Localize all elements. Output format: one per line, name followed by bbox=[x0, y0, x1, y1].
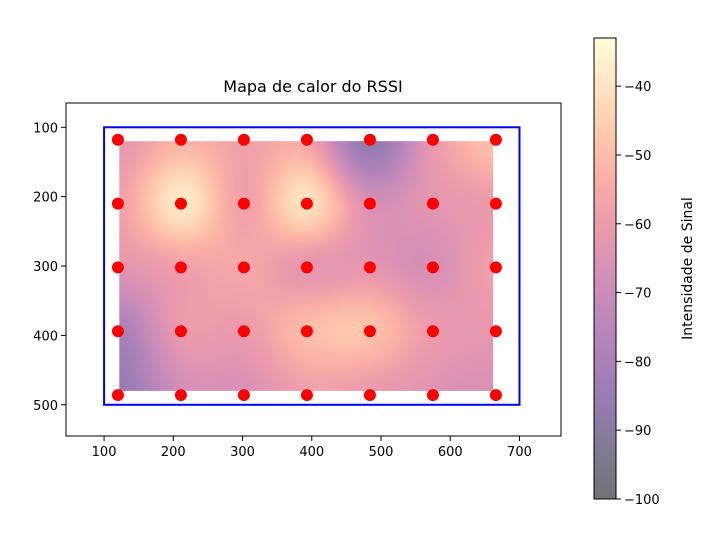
measurement-point bbox=[237, 197, 250, 210]
measurement-point bbox=[174, 197, 187, 210]
measurement-point bbox=[363, 389, 376, 402]
measurement-point bbox=[111, 133, 124, 146]
measurement-point bbox=[111, 389, 124, 402]
measurement-points bbox=[111, 133, 502, 402]
colorbar-gradient bbox=[594, 38, 616, 499]
measurement-point bbox=[237, 325, 250, 338]
measurement-point bbox=[300, 197, 313, 210]
measurement-point bbox=[489, 325, 502, 338]
chart-title: Mapa de calor do RSSI bbox=[223, 77, 402, 96]
measurement-point bbox=[237, 389, 250, 402]
measurement-point bbox=[363, 261, 376, 274]
axes-frame bbox=[65, 102, 562, 437]
measurement-point bbox=[426, 133, 439, 146]
y-tick-label: 500 bbox=[33, 399, 58, 414]
colorbar-tick-label: −40 bbox=[624, 80, 651, 95]
measurement-point bbox=[111, 325, 124, 338]
colorbar-label: Intensidade de Sinal bbox=[680, 197, 696, 340]
measurement-point bbox=[111, 197, 124, 210]
measurement-point bbox=[300, 133, 313, 146]
measurement-point bbox=[237, 133, 250, 146]
colorbar-tick-label: −60 bbox=[624, 218, 651, 233]
measurement-point bbox=[426, 325, 439, 338]
colorbar-tick-label: −90 bbox=[624, 424, 651, 439]
measurement-point bbox=[174, 389, 187, 402]
y-tick-label: 200 bbox=[33, 191, 58, 206]
measurement-point bbox=[426, 389, 439, 402]
colorbar-tick-label: −100 bbox=[624, 493, 660, 508]
measurement-point bbox=[363, 197, 376, 210]
measurement-point bbox=[174, 261, 187, 274]
x-tick-label: 200 bbox=[161, 445, 186, 460]
x-tick-label: 400 bbox=[299, 445, 324, 460]
y-axis-ticks: 100 200 300 400 500 bbox=[33, 121, 66, 414]
y-tick-label: 100 bbox=[33, 121, 58, 136]
measurement-point bbox=[426, 197, 439, 210]
measurement-point bbox=[426, 261, 439, 274]
y-tick-label: 300 bbox=[33, 260, 58, 275]
measurement-point bbox=[300, 261, 313, 274]
measurement-point bbox=[489, 133, 502, 146]
measurement-point bbox=[489, 261, 502, 274]
measurement-point bbox=[237, 261, 250, 274]
colorbar: −40 −50 −60 −70 −80 −90 −100 Intensidade de Si… bbox=[593, 37, 696, 508]
measurement-point bbox=[300, 389, 313, 402]
measurement-point bbox=[489, 389, 502, 402]
x-tick-label: 500 bbox=[369, 445, 394, 460]
measurement-point bbox=[489, 197, 502, 210]
y-tick-label: 400 bbox=[33, 329, 58, 344]
x-tick-label: 300 bbox=[230, 445, 255, 460]
colorbar-tick-label: −50 bbox=[624, 149, 651, 164]
x-axis-ticks: 100 200 300 400 500 600 700 bbox=[92, 436, 532, 460]
measurement-point bbox=[300, 325, 313, 338]
main-axes: 100 200 300 400 500 600 700 100 200 300 400 500 bbox=[33, 102, 562, 460]
measurement-point bbox=[174, 133, 187, 146]
x-tick-label: 700 bbox=[507, 445, 532, 460]
colorbar-tick-label: −80 bbox=[624, 355, 651, 370]
x-tick-label: 600 bbox=[438, 445, 463, 460]
boundary-rectangle bbox=[103, 126, 521, 406]
colorbar-frame bbox=[593, 37, 617, 500]
measurement-point bbox=[174, 325, 187, 338]
colorbar-ticks: −40 −50 −60 −70 −80 −90 −100 bbox=[616, 80, 660, 508]
measurement-point bbox=[111, 261, 124, 274]
colorbar-tick-label: −70 bbox=[624, 287, 651, 302]
measurement-point bbox=[363, 325, 376, 338]
measurement-point bbox=[363, 133, 376, 146]
x-tick-label: 100 bbox=[92, 445, 117, 460]
